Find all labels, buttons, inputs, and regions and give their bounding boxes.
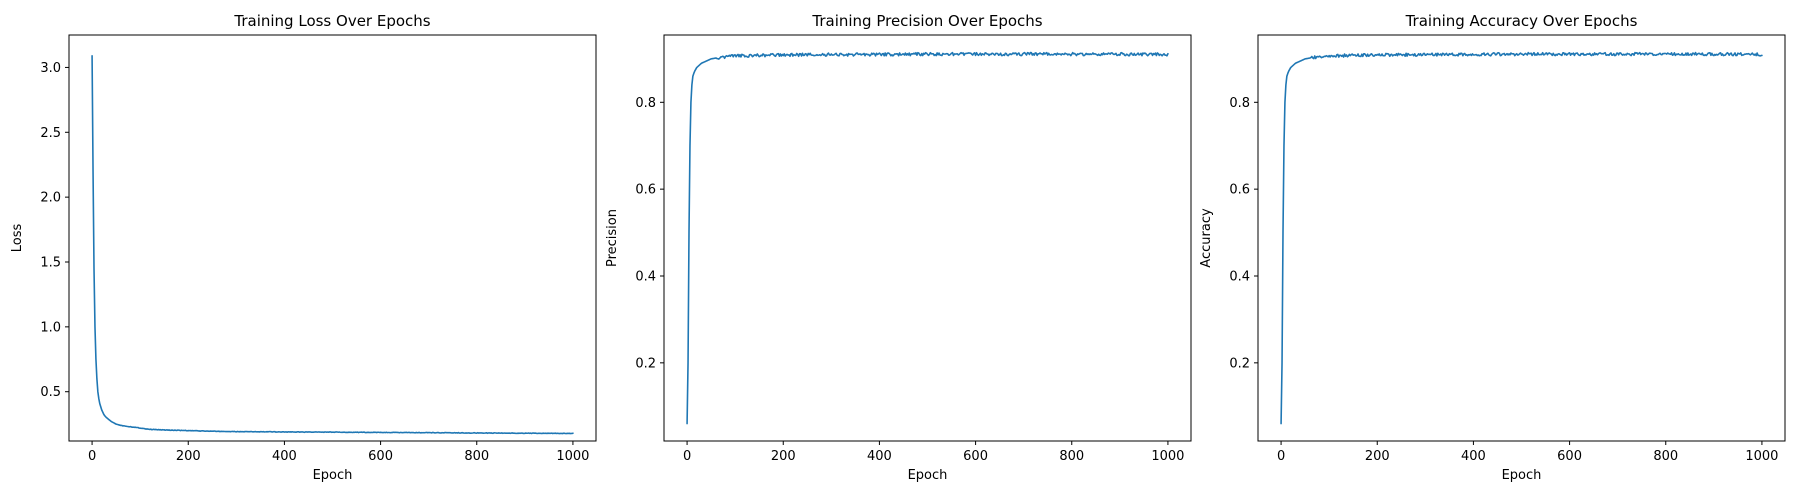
y-tick-label: 0.8: [635, 96, 656, 111]
y-tick-label: 0.2: [1229, 356, 1250, 371]
series-line: [91, 54, 574, 435]
chart-panel-3: 0 200 400 600 800 1000 0.2 0.4 0.6 0.8 Training Ac…: [1199, 12, 1786, 483]
x-tick-label: 800: [1059, 449, 1084, 464]
y-tick-label: 1.5: [40, 255, 61, 270]
y-tick-label: 0.6: [635, 183, 656, 198]
x-axis-label: Epoch: [908, 468, 948, 483]
chart-title: Training Accuracy Over Epochs: [1405, 12, 1638, 30]
x-tick-label: 1000: [1745, 449, 1778, 464]
x-axis-label: Epoch: [1502, 468, 1542, 483]
y-tick-label: 0.5: [40, 385, 61, 400]
x-tick-label: 600: [963, 449, 988, 464]
y-tick-label: 0.6: [1229, 183, 1250, 198]
x-tick-label: 1000: [556, 449, 589, 464]
y-tick-label: 0.2: [635, 356, 656, 371]
y-tick-label: 0.4: [1229, 269, 1250, 284]
plot-frame: [1257, 34, 1786, 442]
y-tick-label: 1.0: [40, 320, 61, 335]
x-tick-label: 600: [1557, 449, 1582, 464]
y-tick-label: 0.8: [1229, 96, 1250, 111]
x-tick-label: 600: [368, 449, 393, 464]
x-tick-label: 400: [272, 449, 297, 464]
x-tick-label: 200: [771, 449, 796, 464]
x-tick-label: 200: [176, 449, 201, 464]
series-line: [1280, 51, 1763, 425]
y-axis-label: Accuracy: [1199, 208, 1214, 268]
y-axis-label: Precision: [605, 209, 620, 267]
y-tick-label: 2.0: [40, 191, 61, 206]
x-tick-label: 1000: [1151, 449, 1184, 464]
x-tick-label: 800: [464, 449, 489, 464]
chart-panel-1: 0 200 400 600 800 1000 0.5 1.0 1.5 2.0 2.5 3.0 Train…: [10, 12, 597, 483]
y-tick-label: 0.4: [635, 269, 656, 284]
chart-title: Training Precision Over Epochs: [811, 12, 1042, 30]
y-axis-label: Loss: [10, 224, 25, 253]
x-tick-label: 400: [1461, 449, 1486, 464]
chart-title: Training Loss Over Epochs: [233, 12, 430, 30]
y-tick-label: 2.5: [40, 126, 61, 141]
chart-panel-2: 0 200 400 600 800 1000 0.2 0.4 0.6 0.8 Training Pr…: [605, 12, 1192, 483]
x-tick-label: 400: [867, 449, 892, 464]
x-tick-label: 0: [88, 449, 96, 464]
series-line: [686, 51, 1169, 425]
x-tick-label: 800: [1653, 449, 1678, 464]
x-tick-label: 0: [683, 449, 691, 464]
x-tick-label: 0: [1277, 449, 1285, 464]
x-axis-label: Epoch: [313, 468, 353, 483]
y-tick-label: 3.0: [40, 61, 61, 76]
plot-frame: [68, 34, 597, 442]
plot-frame: [663, 34, 1192, 442]
x-tick-label: 200: [1365, 449, 1390, 464]
